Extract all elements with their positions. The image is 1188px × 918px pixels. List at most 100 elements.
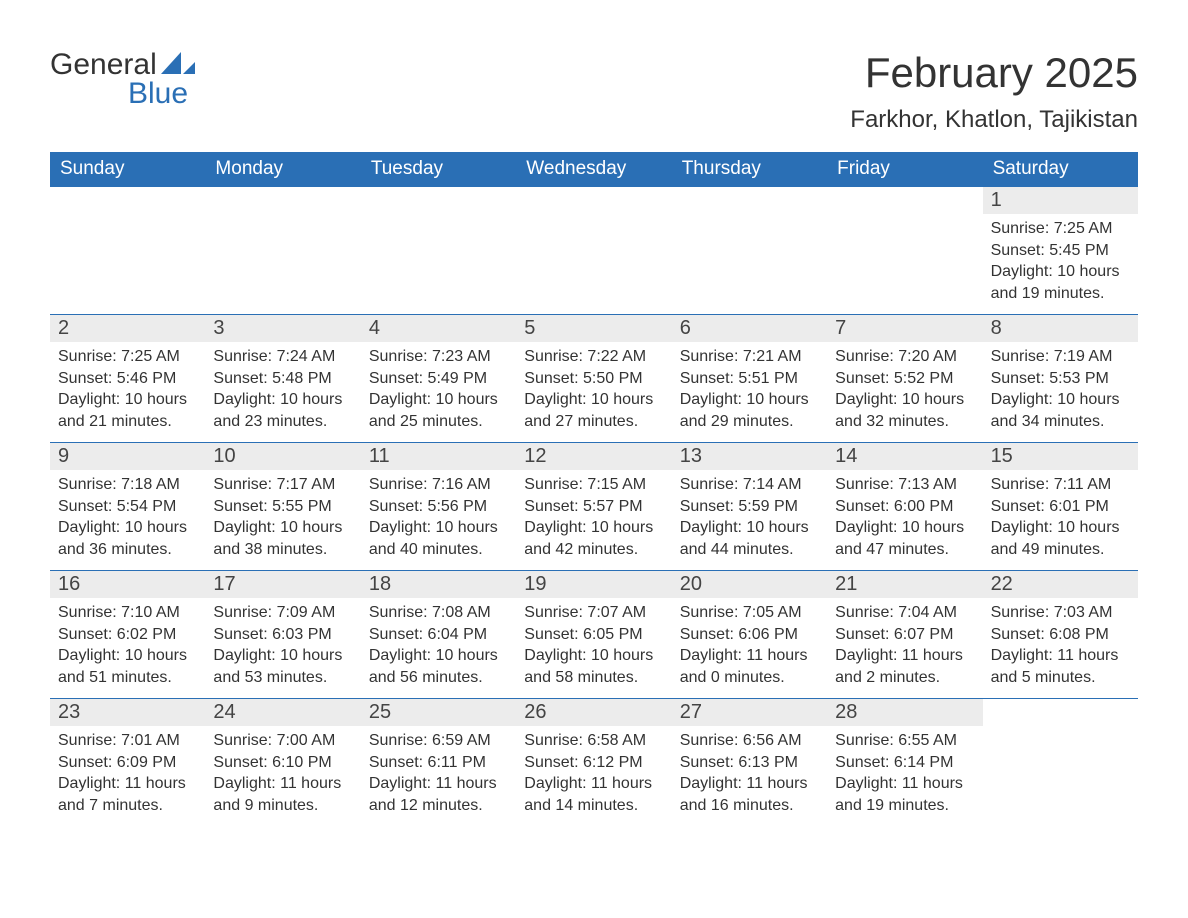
day-body: Sunrise: 7:17 AMSunset: 5:55 PMDaylight:… xyxy=(205,470,360,566)
day-number: 19 xyxy=(516,571,671,598)
calendar-grid: SundayMondayTuesdayWednesdayThursdayFrid… xyxy=(50,152,1138,826)
day-of-week-header: Monday xyxy=(205,154,360,186)
day-cell: 16Sunrise: 7:10 AMSunset: 6:02 PMDayligh… xyxy=(50,570,205,698)
day-number: 28 xyxy=(827,699,982,726)
sunset-text: Sunset: 6:10 PM xyxy=(213,752,352,774)
day-cell: 8Sunrise: 7:19 AMSunset: 5:53 PMDaylight… xyxy=(983,314,1138,442)
day-cell: 26Sunrise: 6:58 AMSunset: 6:12 PMDayligh… xyxy=(516,698,671,826)
location-subtitle: Farkhor, Khatlon, Tajikistan xyxy=(850,106,1138,134)
day-cell: 15Sunrise: 7:11 AMSunset: 6:01 PMDayligh… xyxy=(983,442,1138,570)
day-body xyxy=(361,214,516,224)
daylight-text: Daylight: 11 hours and 9 minutes. xyxy=(213,773,352,816)
day-body: Sunrise: 7:22 AMSunset: 5:50 PMDaylight:… xyxy=(516,342,671,438)
sunrise-text: Sunrise: 7:05 AM xyxy=(680,602,819,624)
title-block: February 2025 Farkhor, Khatlon, Tajikist… xyxy=(850,50,1138,134)
daylight-text: Daylight: 10 hours and 47 minutes. xyxy=(835,517,974,560)
sunrise-text: Sunrise: 7:08 AM xyxy=(369,602,508,624)
day-number: 26 xyxy=(516,699,671,726)
sunset-text: Sunset: 6:00 PM xyxy=(835,496,974,518)
day-body: Sunrise: 7:23 AMSunset: 5:49 PMDaylight:… xyxy=(361,342,516,438)
day-body: Sunrise: 7:21 AMSunset: 5:51 PMDaylight:… xyxy=(672,342,827,438)
sunset-text: Sunset: 5:49 PM xyxy=(369,368,508,390)
day-cell: 6Sunrise: 7:21 AMSunset: 5:51 PMDaylight… xyxy=(672,314,827,442)
sunrise-text: Sunrise: 7:18 AM xyxy=(58,474,197,496)
day-cell: . xyxy=(516,186,671,314)
sunrise-text: Sunrise: 7:23 AM xyxy=(369,346,508,368)
sunset-text: Sunset: 5:48 PM xyxy=(213,368,352,390)
day-cell: 19Sunrise: 7:07 AMSunset: 6:05 PMDayligh… xyxy=(516,570,671,698)
day-body: Sunrise: 7:25 AMSunset: 5:46 PMDaylight:… xyxy=(50,342,205,438)
logo-top-row: General xyxy=(50,50,195,80)
day-cell: 18Sunrise: 7:08 AMSunset: 6:04 PMDayligh… xyxy=(361,570,516,698)
day-number: 9 xyxy=(50,443,205,470)
day-body: Sunrise: 7:20 AMSunset: 5:52 PMDaylight:… xyxy=(827,342,982,438)
sunset-text: Sunset: 6:09 PM xyxy=(58,752,197,774)
day-of-week-header: Wednesday xyxy=(516,154,671,186)
sunrise-text: Sunrise: 6:58 AM xyxy=(524,730,663,752)
day-number: 17 xyxy=(205,571,360,598)
day-number: 20 xyxy=(672,571,827,598)
sunset-text: Sunset: 6:06 PM xyxy=(680,624,819,646)
sunset-text: Sunset: 6:13 PM xyxy=(680,752,819,774)
sunrise-text: Sunrise: 7:04 AM xyxy=(835,602,974,624)
daylight-text: Daylight: 10 hours and 44 minutes. xyxy=(680,517,819,560)
day-cell: 1Sunrise: 7:25 AMSunset: 5:45 PMDaylight… xyxy=(983,186,1138,314)
sunset-text: Sunset: 5:56 PM xyxy=(369,496,508,518)
day-body xyxy=(983,726,1138,736)
daylight-text: Daylight: 10 hours and 32 minutes. xyxy=(835,389,974,432)
daylight-text: Daylight: 10 hours and 36 minutes. xyxy=(58,517,197,560)
day-number: 13 xyxy=(672,443,827,470)
day-body: Sunrise: 7:07 AMSunset: 6:05 PMDaylight:… xyxy=(516,598,671,694)
day-number: 3 xyxy=(205,315,360,342)
month-year-title: February 2025 xyxy=(850,50,1138,96)
sunset-text: Sunset: 5:45 PM xyxy=(991,240,1130,262)
day-body: Sunrise: 7:03 AMSunset: 6:08 PMDaylight:… xyxy=(983,598,1138,694)
day-number: 15 xyxy=(983,443,1138,470)
day-number: 21 xyxy=(827,571,982,598)
sunset-text: Sunset: 6:04 PM xyxy=(369,624,508,646)
day-cell: 4Sunrise: 7:23 AMSunset: 5:49 PMDaylight… xyxy=(361,314,516,442)
sunrise-text: Sunrise: 7:16 AM xyxy=(369,474,508,496)
sunset-text: Sunset: 5:54 PM xyxy=(58,496,197,518)
daylight-text: Daylight: 10 hours and 21 minutes. xyxy=(58,389,197,432)
day-body: Sunrise: 7:14 AMSunset: 5:59 PMDaylight:… xyxy=(672,470,827,566)
day-number: 25 xyxy=(361,699,516,726)
daylight-text: Daylight: 10 hours and 53 minutes. xyxy=(213,645,352,688)
sunrise-text: Sunrise: 7:13 AM xyxy=(835,474,974,496)
sunrise-text: Sunrise: 7:20 AM xyxy=(835,346,974,368)
sunrise-text: Sunrise: 6:55 AM xyxy=(835,730,974,752)
day-body: Sunrise: 7:09 AMSunset: 6:03 PMDaylight:… xyxy=(205,598,360,694)
day-body: Sunrise: 7:19 AMSunset: 5:53 PMDaylight:… xyxy=(983,342,1138,438)
day-cell: 12Sunrise: 7:15 AMSunset: 5:57 PMDayligh… xyxy=(516,442,671,570)
sunrise-text: Sunrise: 7:24 AM xyxy=(213,346,352,368)
day-number: 16 xyxy=(50,571,205,598)
sunrise-text: Sunrise: 7:10 AM xyxy=(58,602,197,624)
day-body: Sunrise: 7:10 AMSunset: 6:02 PMDaylight:… xyxy=(50,598,205,694)
day-body: Sunrise: 7:15 AMSunset: 5:57 PMDaylight:… xyxy=(516,470,671,566)
sunrise-text: Sunrise: 6:59 AM xyxy=(369,730,508,752)
day-body: Sunrise: 7:00 AMSunset: 6:10 PMDaylight:… xyxy=(205,726,360,822)
daylight-text: Daylight: 11 hours and 19 minutes. xyxy=(835,773,974,816)
day-body: Sunrise: 6:59 AMSunset: 6:11 PMDaylight:… xyxy=(361,726,516,822)
sunrise-text: Sunrise: 7:03 AM xyxy=(991,602,1130,624)
day-number: 22 xyxy=(983,571,1138,598)
day-cell: 9 Sunrise: 7:18 AMSunset: 5:54 PMDaylight… xyxy=(50,442,205,570)
daylight-text: Daylight: 10 hours and 34 minutes. xyxy=(991,389,1130,432)
daylight-text: Daylight: 10 hours and 23 minutes. xyxy=(213,389,352,432)
day-cell: 23Sunrise: 7:01 AMSunset: 6:09 PMDayligh… xyxy=(50,698,205,826)
sunrise-text: Sunrise: 7:19 AM xyxy=(991,346,1130,368)
day-cell: 20Sunrise: 7:05 AMSunset: 6:06 PMDayligh… xyxy=(672,570,827,698)
sunrise-text: Sunrise: 7:25 AM xyxy=(991,218,1130,240)
sunset-text: Sunset: 6:08 PM xyxy=(991,624,1130,646)
daylight-text: Daylight: 10 hours and 40 minutes. xyxy=(369,517,508,560)
sunrise-text: Sunrise: 6:56 AM xyxy=(680,730,819,752)
day-cell: 22Sunrise: 7:03 AMSunset: 6:08 PMDayligh… xyxy=(983,570,1138,698)
day-number: 7 xyxy=(827,315,982,342)
day-cell: . xyxy=(361,186,516,314)
sunrise-text: Sunrise: 7:09 AM xyxy=(213,602,352,624)
day-number: 14 xyxy=(827,443,982,470)
day-body: Sunrise: 7:16 AMSunset: 5:56 PMDaylight:… xyxy=(361,470,516,566)
day-cell: 17Sunrise: 7:09 AMSunset: 6:03 PMDayligh… xyxy=(205,570,360,698)
daylight-text: Daylight: 11 hours and 7 minutes. xyxy=(58,773,197,816)
sunset-text: Sunset: 6:05 PM xyxy=(524,624,663,646)
